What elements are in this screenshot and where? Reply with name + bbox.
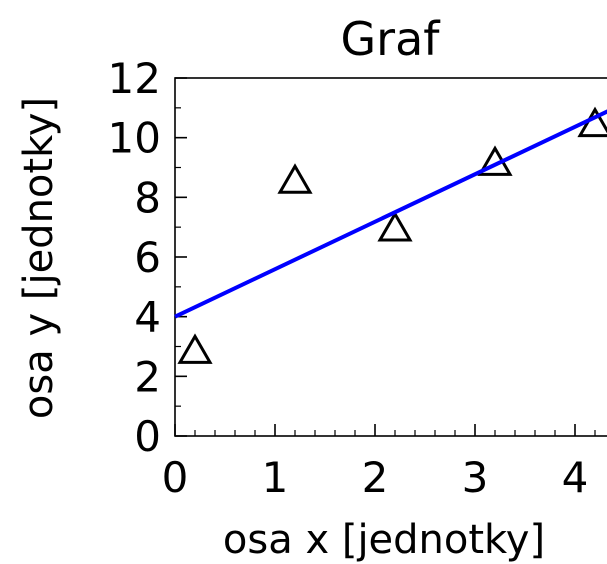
data-point-triangle bbox=[377, 211, 413, 242]
x-tick-label: 1 bbox=[262, 453, 289, 502]
fit-line bbox=[174, 109, 607, 319]
x-tick-label: 0 bbox=[162, 453, 189, 502]
x-tick-label: 3 bbox=[462, 453, 489, 502]
y-tick-label: 10 bbox=[108, 114, 161, 163]
y-axis-label: osa y [jednotky] bbox=[16, 97, 62, 419]
data-point-triangle bbox=[277, 163, 313, 194]
x-tick-label: 4 bbox=[562, 453, 589, 502]
y-tick-label: 8 bbox=[134, 173, 161, 222]
plot-frame bbox=[174, 77, 607, 437]
x-tick-label: 2 bbox=[362, 453, 389, 502]
data-marks bbox=[174, 106, 607, 364]
data-point-triangle bbox=[177, 333, 213, 364]
x-axis-label: osa x [jednotky] bbox=[223, 517, 545, 563]
y-tick-label: 6 bbox=[134, 233, 161, 282]
y-tick-label: 2 bbox=[134, 352, 161, 401]
y-tick-label: 0 bbox=[134, 412, 161, 461]
y-tick-label: 4 bbox=[134, 293, 161, 342]
y-tick-label: 12 bbox=[108, 54, 161, 103]
chart-title: Graf bbox=[341, 12, 442, 66]
